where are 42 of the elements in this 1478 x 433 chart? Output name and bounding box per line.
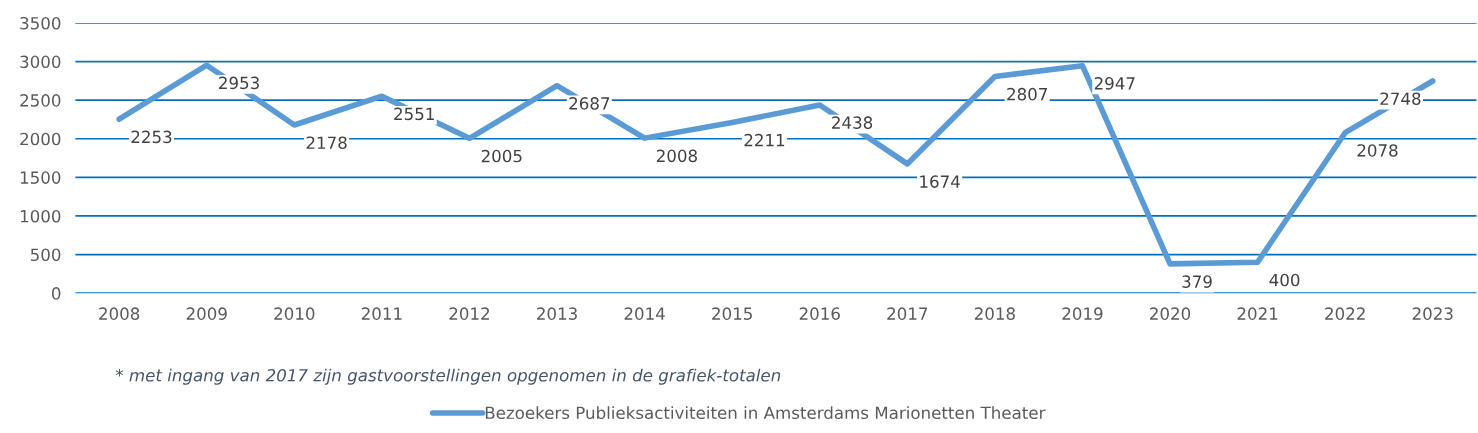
x-tick-label: 2011 xyxy=(361,307,402,320)
x-tick-label: 2015 xyxy=(712,307,752,320)
x-tick-label: 2013 xyxy=(537,307,577,320)
y-tick-label: 500 xyxy=(30,248,61,262)
x-tick-label: 2016 xyxy=(799,307,840,320)
data-label: 2008 xyxy=(656,149,697,163)
y-tick-label: 0 xyxy=(51,287,61,300)
data-label: 2078 xyxy=(1357,144,1398,157)
x-tick-label: 2008 xyxy=(99,307,140,320)
data-label: 2438 xyxy=(832,116,873,129)
x-tick-label: 2020 xyxy=(1150,307,1191,320)
y-tick-label: 2000 xyxy=(20,132,61,146)
data-label: 2687 xyxy=(569,97,610,110)
data-label: 2953 xyxy=(219,76,259,90)
x-tick-label: 2018 xyxy=(974,307,1015,320)
y-tick-label: 1000 xyxy=(20,209,61,223)
data-label: 2947 xyxy=(1094,77,1135,90)
y-tick-label: 3000 xyxy=(20,55,61,69)
x-tick-label: 2014 xyxy=(624,307,665,320)
x-tick-label: 2019 xyxy=(1062,307,1103,320)
text: * met ingang van 2017 zijn gastvoorstellingen opgenomen in de grafiek-totalen xyxy=(115,368,781,385)
x-tick-label: 2017 xyxy=(887,307,928,320)
data-label: 2253 xyxy=(131,130,172,144)
x-tick-label: 2023 xyxy=(1412,307,1453,320)
y-tick-label: 2500 xyxy=(20,94,61,107)
x-tick-label: 2010 xyxy=(274,307,315,320)
data-label: 2178 xyxy=(306,136,347,150)
data-label: 2748 xyxy=(1380,92,1421,106)
data-label: 2005 xyxy=(481,149,522,163)
y-tick-label: 3500 xyxy=(20,16,61,30)
y-tick-label: 1500 xyxy=(20,171,61,184)
data-label: 379 xyxy=(1182,275,1212,288)
legend-label: Bezoekers Publieksactiviteiten in Amsterdams Marionetten Theater xyxy=(485,406,1046,420)
data-label: 400 xyxy=(1269,273,1300,287)
x-tick-label: 2009 xyxy=(186,307,227,320)
data-label: 2807 xyxy=(1007,87,1047,101)
data-label: 2211 xyxy=(744,133,785,147)
data-label: 2551 xyxy=(394,107,434,121)
x-tick-label: 2012 xyxy=(449,307,489,320)
x-tick-label: 2021 xyxy=(1237,307,1278,320)
data-label: 1674 xyxy=(920,175,960,188)
x-tick-label: 2022 xyxy=(1325,307,1365,320)
